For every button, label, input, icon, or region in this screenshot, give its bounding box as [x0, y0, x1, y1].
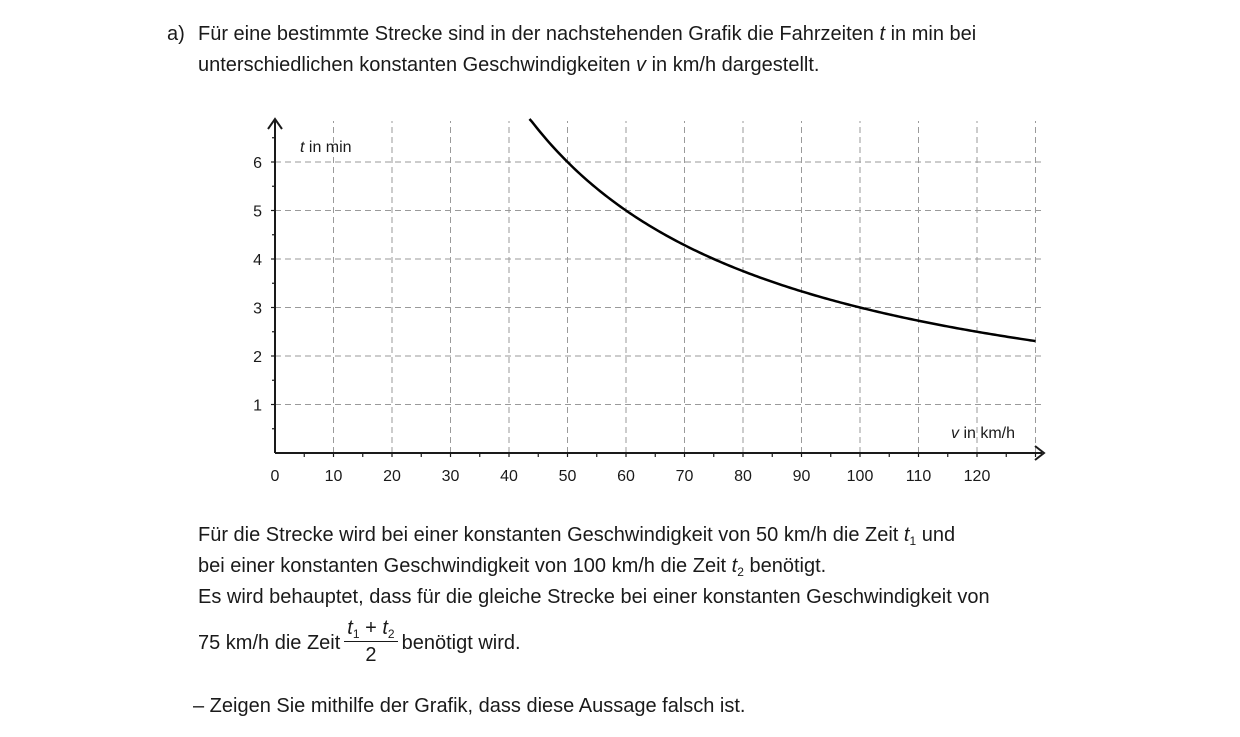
t2-sub: 2	[737, 565, 744, 579]
series-line	[528, 118, 1036, 343]
body-line-4-a: 75 km/h die Zeit	[198, 631, 341, 654]
body-line-2: bei einer konstanten Geschwindigkeit von…	[198, 551, 990, 582]
intro-line2-a: unterschiedlichen konstanten Geschwindig…	[198, 54, 637, 76]
x-axis-label-unit: in km/h	[959, 425, 1015, 442]
t1-var: t	[903, 524, 910, 546]
problem-text: Für die Strecke wird bei einer konstante…	[198, 520, 990, 670]
fraction-numerator: t1 + t2	[344, 615, 398, 642]
y-tick-label: 1	[253, 398, 262, 415]
x-tick-label: 0	[271, 468, 280, 485]
body-line-3: Es wird behauptet, dass für die gleiche …	[198, 586, 990, 608]
body-line-2-b: benötigt.	[743, 555, 827, 577]
chart-ticks	[271, 137, 1037, 457]
x-axis-arrow	[1034, 445, 1046, 461]
intro-var-v: v	[636, 54, 647, 76]
body-line-1-b: und	[916, 524, 956, 546]
y-tick-label: 2	[253, 349, 262, 366]
y-axis-arrow	[267, 117, 283, 130]
frac-t1-sub: 1	[352, 627, 360, 641]
body-line-1: Für die Strecke wird bei einer konstante…	[198, 520, 990, 551]
body-line-4: 75 km/h die Zeit t1 + t2 2 benötigt wird.	[198, 617, 990, 670]
y-tick-label: 6	[253, 155, 262, 172]
x-tick-label: 60	[617, 468, 635, 485]
x-tick-label: 100	[847, 468, 874, 485]
y-axis-label: t in min	[300, 139, 352, 156]
t1-sub: 1	[909, 534, 917, 548]
x-tick-label: 10	[325, 468, 343, 485]
x-tick-label: 50	[559, 468, 577, 485]
intro-line1-a: Für eine bestimmte Strecke sind in der n…	[198, 23, 880, 45]
x-tick-label: 30	[442, 468, 460, 485]
t2-var: t	[731, 555, 738, 577]
frac-t2-sub: 2	[387, 627, 395, 641]
frac-plus: +	[359, 617, 383, 639]
fraction: t1 + t2 2	[344, 615, 398, 668]
body-line-1-a: Für die Strecke wird bei einer konstante…	[198, 524, 904, 546]
x-tick-label: 40	[500, 468, 518, 485]
body-line-2-a: bei einer konstanten Geschwindigkeit von…	[198, 555, 732, 577]
x-tick-label: 80	[734, 468, 752, 485]
task-instruction: – Zeigen Sie mithilfe der Grafik, dass d…	[193, 695, 746, 717]
intro-line1-b: in min bei	[885, 23, 977, 45]
task-label: a)	[167, 23, 185, 45]
x-tick-label: 110	[906, 468, 932, 485]
intro-text: a) Für eine bestimmte Strecke sind in der…	[167, 19, 976, 81]
y-tick-label: 3	[253, 301, 262, 318]
frac-t2-var: t	[382, 617, 388, 639]
x-tick-label: 70	[676, 468, 694, 485]
x-axis-label-var: v	[951, 425, 960, 442]
chart-axes	[267, 117, 1046, 461]
chart-tick-labels: 0 10 20 30 40 50 60 70 80 90 100 110 120 1 2 3 4 5 6	[253, 155, 990, 485]
fraction-denominator: 2	[365, 644, 377, 666]
y-axis-label-var: t	[300, 139, 305, 156]
intro-line2-b: in km/h dargestellt.	[646, 54, 820, 76]
x-tick-label: 120	[964, 468, 991, 485]
body-line-4-b: benötigt wird.	[401, 631, 521, 654]
x-tick-label: 90	[793, 468, 811, 485]
y-axis-label-unit: in min	[304, 139, 351, 156]
x-axis-label: v in km/h	[951, 425, 1015, 442]
intro-var-t: t	[879, 23, 886, 45]
x-tick-label: 20	[383, 468, 401, 485]
frac-t1-var: t	[347, 617, 353, 639]
y-tick-label: 5	[253, 204, 262, 221]
chart-grid	[275, 121, 1042, 453]
y-tick-label: 4	[253, 252, 262, 269]
